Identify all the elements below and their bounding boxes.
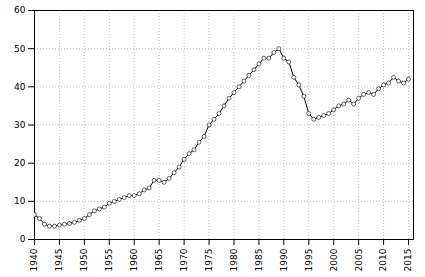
svg-text:1985: 1985: [254, 249, 264, 272]
svg-text:1980: 1980: [229, 248, 239, 271]
svg-text:20: 20: [14, 158, 26, 168]
svg-text:2015: 2015: [403, 249, 413, 272]
svg-text:50: 50: [14, 44, 26, 54]
svg-text:1940: 1940: [29, 248, 39, 271]
svg-text:1960: 1960: [129, 248, 139, 271]
svg-text:1995: 1995: [304, 249, 314, 272]
svg-text:2005: 2005: [354, 249, 364, 272]
svg-text:1970: 1970: [179, 248, 189, 271]
svg-text:1990: 1990: [279, 248, 289, 271]
svg-text:1945: 1945: [54, 249, 64, 272]
svg-text:30: 30: [14, 120, 26, 130]
svg-text:1965: 1965: [154, 249, 164, 272]
svg-text:40: 40: [14, 82, 26, 92]
svg-text:1955: 1955: [104, 249, 114, 272]
svg-text:1975: 1975: [204, 249, 214, 272]
svg-text:0: 0: [20, 234, 26, 244]
svg-text:60: 60: [14, 5, 26, 15]
svg-text:2000: 2000: [329, 248, 339, 271]
svg-text:10: 10: [14, 196, 26, 206]
svg-text:2010: 2010: [378, 248, 388, 271]
svg-text:1950: 1950: [79, 248, 89, 271]
